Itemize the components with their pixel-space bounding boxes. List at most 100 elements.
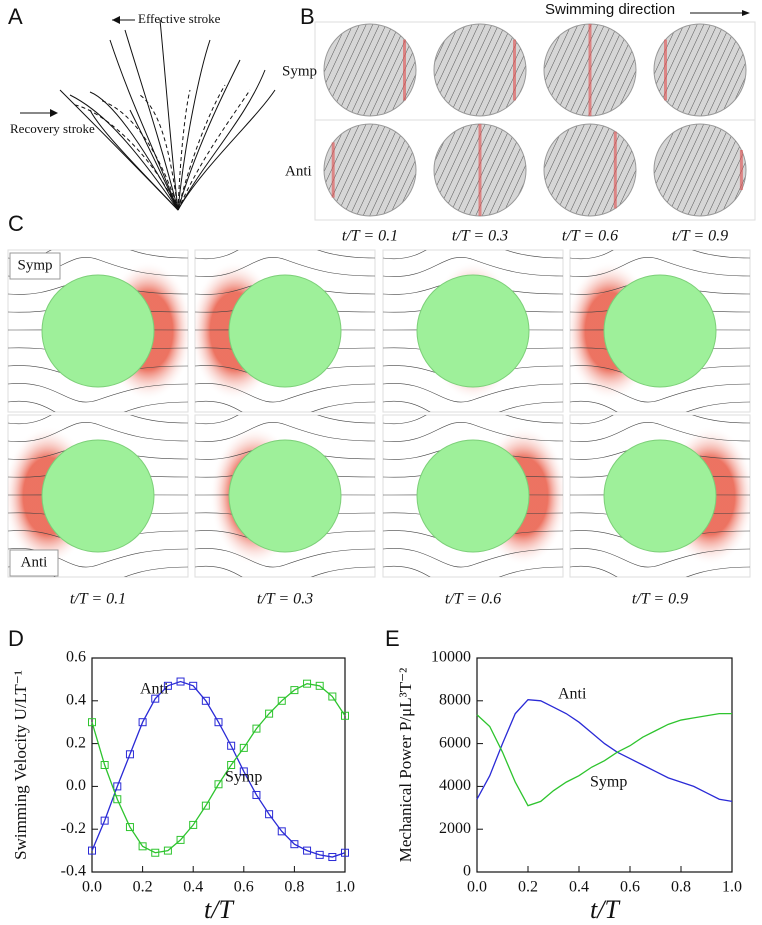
legend-entry: Anti: [558, 686, 587, 703]
marker: [163, 681, 172, 690]
streamline: [8, 400, 188, 412]
y-tick-label: 0.2: [66, 734, 86, 751]
y-tick-label: -0.2: [61, 820, 86, 837]
y-tick-label: 4000: [439, 777, 471, 794]
streamline: [8, 383, 188, 403]
x-tick-label: 0.6: [620, 879, 640, 896]
flow-field: [382, 249, 564, 413]
cell-body: [416, 274, 530, 388]
row-label: Anti: [285, 163, 312, 179]
x-tick-label: 0.6: [234, 879, 254, 896]
marker: [201, 801, 210, 810]
streamline: [383, 383, 563, 403]
flow-field: [569, 249, 751, 413]
y-axis-label: Swimming Velocity U/LT⁻¹: [11, 670, 30, 860]
streamline: [383, 415, 563, 425]
y-tick-label: -0.4: [61, 863, 86, 880]
y-tick-label: 0.4: [66, 691, 86, 708]
legend-entry: Symp: [225, 769, 262, 786]
marker: [315, 850, 324, 859]
x-axis-label: t/T: [590, 895, 620, 924]
streamline: [195, 383, 375, 403]
y-tick-label: 0.6: [66, 649, 86, 666]
flow-inner: [570, 415, 750, 577]
plot-frame: [91, 657, 346, 873]
time-label: t/T = 0.6: [445, 591, 501, 608]
annotation: Effective stroke: [138, 11, 221, 26]
flow-field: [7, 249, 189, 413]
label-box: [9, 549, 59, 577]
y-tick-label: 0: [463, 863, 471, 880]
time-label: t/T = 0.1: [70, 591, 126, 608]
marker: [303, 679, 312, 688]
row-label: Symp: [17, 257, 52, 273]
x-tick-label: 0.0: [467, 879, 487, 896]
streamline: [383, 400, 563, 412]
arrow-head: [112, 16, 120, 24]
cell-body: [603, 439, 717, 553]
marker: [201, 696, 210, 705]
streamline: [383, 548, 563, 568]
marker: [100, 761, 109, 769]
streamline: [195, 548, 375, 568]
marker: [176, 835, 185, 844]
streamline: [195, 415, 375, 425]
arrow-head: [50, 109, 58, 117]
marker: [214, 718, 223, 727]
flow-inner: [195, 250, 375, 412]
streamline: [195, 422, 375, 442]
streamline: [8, 422, 188, 442]
marker: [315, 681, 324, 690]
marker: [100, 816, 109, 825]
marker: [113, 795, 122, 804]
marker: [341, 848, 349, 857]
cilium-sketch: [59, 19, 276, 211]
flow-inner: [195, 415, 375, 577]
time-label: t/T = 0.9: [632, 591, 688, 608]
y-tick-label: 6000: [439, 734, 471, 751]
marker: [125, 750, 134, 759]
marker: [163, 846, 172, 855]
flow-inner: [383, 250, 563, 412]
streamline: [570, 565, 750, 577]
marker: [151, 848, 160, 857]
marker: [265, 810, 274, 819]
annotation: Recovery stroke: [10, 121, 95, 136]
panel-label: D: [8, 626, 24, 651]
y-tick-label: 10000: [431, 649, 471, 666]
x-axis-label: t/T: [204, 895, 234, 924]
streamline: [195, 257, 375, 277]
panel-label: A: [8, 4, 23, 29]
marker: [151, 694, 160, 703]
time-label: t/T = 0.9: [672, 228, 728, 245]
series-line: [91, 680, 346, 858]
y-tick-label: 0.0: [66, 777, 86, 794]
panel-label: B: [300, 4, 315, 29]
x-tick-label: 0.4: [183, 879, 203, 896]
flow-field: [194, 414, 376, 578]
legend-entry: Symp: [590, 774, 627, 791]
y-tick-label: 8000: [439, 691, 471, 708]
marker: [328, 853, 337, 862]
x-tick-label: 0.2: [133, 879, 153, 896]
row-label: Anti: [21, 554, 48, 570]
marker: [328, 692, 337, 701]
flow-inner: [8, 250, 188, 412]
streamline: [195, 565, 375, 577]
marker: [227, 761, 236, 769]
marker: [239, 743, 248, 752]
flow-inner: [570, 250, 750, 412]
marker: [227, 741, 236, 750]
label-box: [9, 252, 61, 280]
cell-body: [41, 274, 155, 388]
marker: [88, 846, 96, 855]
sphere: [323, 23, 417, 117]
streamline: [570, 422, 750, 442]
marker: [113, 782, 122, 791]
sphere: [323, 123, 417, 217]
marker: [277, 696, 286, 705]
arrow-head: [742, 10, 750, 16]
x-tick-label: 0.0: [82, 879, 102, 896]
streamline: [570, 383, 750, 403]
